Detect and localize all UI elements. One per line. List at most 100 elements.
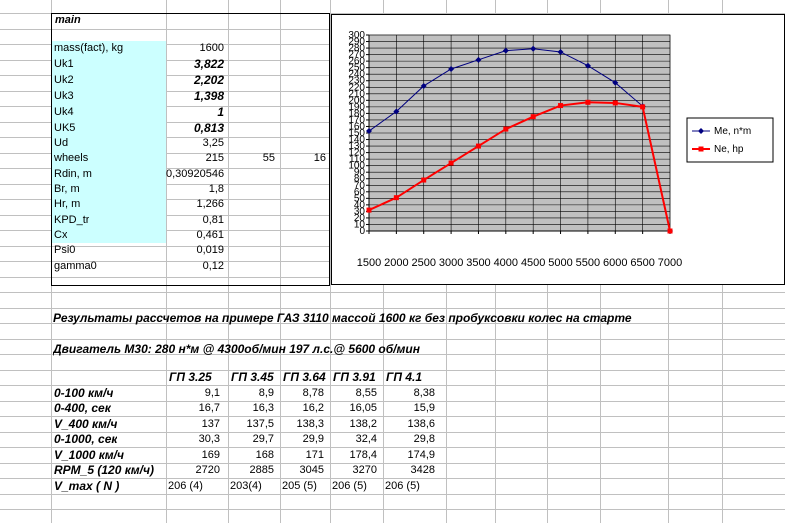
y-tick-label: 190 [348, 102, 365, 113]
y-tick-label: 0 [359, 226, 365, 237]
results-cell[interactable]: 29,7 [252, 433, 274, 445]
grid-line [0, 308, 785, 309]
param-value[interactable]: 0,81 [202, 214, 224, 226]
series-point-0 [584, 62, 591, 69]
param-label: Uk4 [54, 106, 74, 118]
param-value[interactable]: 0,813 [193, 121, 224, 135]
grid-line [0, 292, 785, 293]
chart-area[interactable]: 0 10 20 30 40 50 60 70 80 90 100 110 120 130 140 150 160… [331, 14, 785, 285]
series-line-1 [368, 101, 671, 232]
results-cell[interactable]: 15,9 [413, 402, 435, 414]
results-cell[interactable]: 29,8 [413, 433, 435, 445]
results-cell[interactable]: 16,05 [349, 402, 377, 414]
series-point-1 [667, 228, 673, 234]
results-cell[interactable]: 3270 [352, 464, 377, 476]
series-line-0 [368, 48, 671, 232]
grid-line [0, 432, 785, 433]
y-tick-label: 260 [348, 56, 365, 67]
results-cell[interactable]: 8,9 [258, 387, 274, 399]
param-value[interactable]: 3,822 [193, 57, 224, 71]
results-cell[interactable]: 3045 [299, 464, 324, 476]
results-cell[interactable]: 206 (5) [332, 480, 367, 492]
results-row-label: RPM_5 (120 км/ч) [54, 463, 154, 477]
param-label: UK5 [54, 122, 76, 134]
results-cell[interactable]: 203(4) [230, 480, 262, 492]
y-tick-label: 180 [348, 108, 365, 119]
results-cell[interactable]: 9,1 [204, 387, 220, 399]
results-cell[interactable]: 8,38 [413, 387, 435, 399]
results-cell[interactable]: 178,4 [349, 449, 377, 461]
legend-label-1: Ne, hp [714, 144, 744, 155]
results-cell[interactable]: 137,5 [246, 418, 274, 430]
grid-line [0, 339, 785, 340]
results-column-header: ГП 3.64 [283, 370, 326, 384]
results-cell[interactable]: 8,78 [302, 387, 324, 399]
results-cell[interactable]: 168 [255, 449, 274, 461]
param-label: Ud [54, 137, 69, 149]
results-cell[interactable]: 206 (5) [385, 480, 420, 492]
y-tick-label: 150 [348, 128, 365, 139]
y-tick-label: 140 [348, 135, 365, 146]
series-point-1 [421, 177, 427, 183]
param-label: Br, m [54, 183, 80, 195]
param-value[interactable]: 0,12 [202, 260, 224, 272]
results-cell[interactable]: 2720 [195, 464, 220, 476]
param-value[interactable]: 2,202 [193, 73, 224, 87]
series-point-1 [503, 126, 509, 132]
param-value[interactable]: 1600 [199, 42, 224, 54]
param-value[interactable]: 0,019 [196, 244, 224, 256]
y-tick-label: 70 [354, 180, 366, 191]
series-point-1 [393, 195, 399, 201]
results-cell[interactable]: 171 [305, 449, 324, 461]
results-row-label: V_400 км/ч [54, 417, 118, 431]
results-cell[interactable]: 169 [201, 449, 220, 461]
param-value[interactable]: 0,30920546 [166, 168, 224, 180]
results-cell[interactable]: 138,3 [296, 418, 324, 430]
param-label: Uk1 [54, 58, 74, 70]
wheels-extra-value[interactable]: 16 [313, 152, 326, 164]
results-cell[interactable]: 137 [201, 418, 220, 430]
param-value[interactable]: 215 [205, 152, 224, 164]
results-cell[interactable]: 3428 [410, 464, 435, 476]
results-cell[interactable]: 138,2 [349, 418, 377, 430]
input-cells-highlight [52, 41, 166, 243]
x-tick-label: 4500 [521, 257, 545, 269]
results-cell[interactable]: 30,3 [198, 433, 220, 445]
series-point-1 [640, 104, 646, 110]
grid-line [0, 478, 785, 479]
series-point-1 [612, 100, 618, 106]
results-title: Результаты рассчетов на примере ГАЗ 3110… [53, 311, 632, 325]
grid-line [0, 463, 785, 464]
wheels-extra-value[interactable]: 55 [262, 152, 275, 164]
results-cell[interactable]: 29,9 [302, 433, 324, 445]
results-column-header: ГП 3.25 [169, 370, 212, 384]
results-cell[interactable]: 206 (4) [168, 480, 203, 492]
y-tick-label: 90 [354, 167, 366, 178]
param-value[interactable]: 3,25 [202, 137, 224, 149]
y-tick-label: 50 [354, 193, 366, 204]
y-tick-label: 300 [348, 30, 365, 41]
series-point-0 [475, 56, 482, 63]
param-value[interactable]: 0,461 [196, 229, 224, 241]
param-value[interactable]: 1,8 [208, 183, 224, 195]
param-label: Cx [54, 229, 68, 241]
series-point-1 [366, 207, 372, 213]
param-value[interactable]: 1,266 [196, 198, 224, 210]
x-tick-label: 1500 [357, 257, 381, 269]
results-cell[interactable]: 16,3 [252, 402, 274, 414]
x-tick-label: 6000 [603, 257, 627, 269]
results-cell[interactable]: 174,9 [407, 449, 435, 461]
x-tick-label: 3500 [466, 257, 490, 269]
results-cell[interactable]: 16,7 [198, 402, 220, 414]
results-cell[interactable]: 205 (5) [282, 480, 317, 492]
results-cell[interactable]: 32,4 [355, 433, 377, 445]
series-point-0 [366, 128, 372, 135]
results-cell[interactable]: 2885 [249, 464, 274, 476]
series-point-1 [558, 103, 564, 109]
y-tick-label: 160 [348, 121, 365, 132]
param-value[interactable]: 1,398 [193, 89, 224, 103]
results-cell[interactable]: 8,55 [355, 387, 377, 399]
param-value[interactable]: 1 [217, 105, 224, 119]
results-cell[interactable]: 138,6 [407, 418, 435, 430]
results-cell[interactable]: 16,2 [302, 402, 324, 414]
